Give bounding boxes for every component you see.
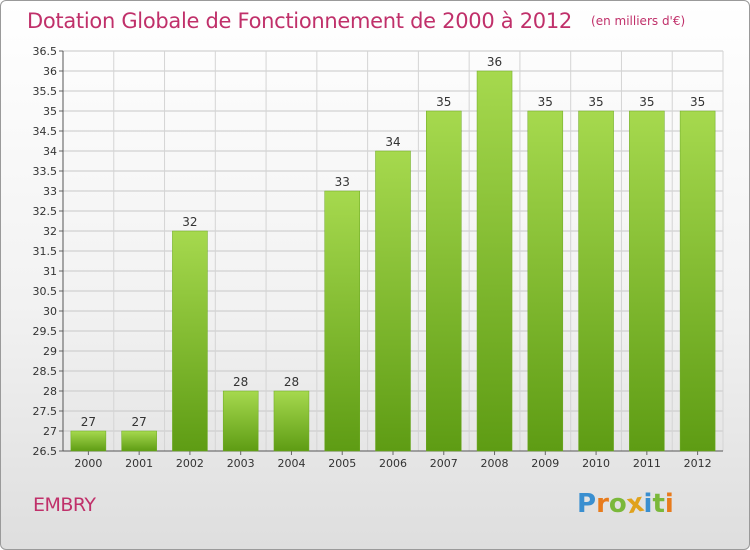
title-block: Dotation Globale de Fonctionnement de 20…: [27, 9, 685, 33]
x-tick-label: 2008: [481, 457, 509, 470]
bar-value-label: 35: [690, 95, 705, 109]
logo-letter: i: [643, 489, 653, 519]
x-tick-label: 2006: [379, 457, 407, 470]
bar-2011: [629, 110, 665, 452]
y-tick-label: 27: [43, 425, 57, 438]
y-tick-label: 28: [43, 385, 57, 398]
bar-value-label: 35: [588, 95, 603, 109]
chart-subtitle: (en milliers d'€): [591, 14, 686, 28]
y-tick-label: 36.5: [33, 45, 58, 58]
bar-2004: [273, 390, 310, 452]
bar-2007: [426, 110, 462, 452]
x-tick-label: 2003: [227, 457, 255, 470]
logo-letter: i: [664, 489, 674, 519]
x-tick-label: 2007: [430, 457, 458, 470]
logo-letter: r: [596, 489, 609, 519]
bar-value-label: 32: [182, 215, 197, 229]
logo-letter: o: [608, 489, 627, 519]
y-tick-label: 29.5: [33, 325, 58, 338]
bar-2008: [476, 70, 513, 452]
x-tick-label: 2012: [684, 457, 712, 470]
x-tick-label: 2002: [176, 457, 204, 470]
bar-value-label: 35: [538, 95, 553, 109]
y-tick-label: 35.5: [33, 85, 58, 98]
bar-value-label: 36: [487, 55, 502, 69]
y-tick-label: 29: [43, 345, 57, 358]
bar-2006: [375, 150, 411, 452]
y-tick-label: 27.5: [33, 405, 58, 418]
bar-value-label: 35: [639, 95, 654, 109]
bar-value-label: 27: [81, 415, 96, 429]
x-tick-label: 2001: [125, 457, 153, 470]
y-tick-label: 34: [43, 145, 57, 158]
bar-2012: [679, 110, 716, 452]
logo-letter: t: [652, 489, 665, 519]
bar-value-label: 34: [385, 135, 400, 149]
y-tick-label: 32: [43, 225, 57, 238]
bars: [70, 70, 716, 452]
y-tick-label: 33.5: [33, 165, 58, 178]
bar-2009: [527, 110, 564, 452]
y-tick-label: 33: [43, 185, 57, 198]
y-tick-label: 36: [43, 65, 57, 78]
x-tick-label: 2011: [633, 457, 661, 470]
logo-letter: P: [577, 489, 597, 519]
bar-2002: [172, 230, 208, 452]
x-tick-label: 2005: [328, 457, 356, 470]
x-tick-label: 2010: [582, 457, 610, 470]
proxiti-logo: Proxiti: [577, 488, 674, 520]
y-tick-label: 35: [43, 105, 57, 118]
x-tick-label: 2009: [531, 457, 559, 470]
chart-title: Dotation Globale de Fonctionnement de 20…: [27, 9, 572, 33]
y-tick-label: 28.5: [33, 365, 58, 378]
bar-2000: [70, 430, 107, 452]
bar-2005: [324, 190, 360, 452]
y-tick-label: 26.5: [33, 445, 58, 458]
labels: 26.5 27 27.5 28 28.5 29 29.5 30 30.5 31 31.5 32 32.5…: [33, 45, 712, 470]
y-tick-label: 30.5: [33, 285, 58, 298]
bar-value-label: 28: [284, 375, 299, 389]
y-tick-label: 31: [43, 265, 57, 278]
bar-value-label: 28: [233, 375, 248, 389]
bar-value-label: 33: [335, 175, 350, 189]
commune-name: EMBRY: [33, 494, 96, 516]
bar-2003: [222, 390, 259, 452]
bar-value-label: 35: [436, 95, 451, 109]
bar-2010: [578, 110, 614, 452]
bar-value-label: 27: [132, 415, 147, 429]
x-tick-label: 2004: [277, 457, 305, 470]
y-tick-label: 31.5: [33, 245, 58, 258]
y-tick-label: 30: [43, 305, 57, 318]
y-tick-label: 32.5: [33, 205, 58, 218]
y-tick-label: 34.5: [33, 125, 58, 138]
x-tick-label: 2000: [74, 457, 102, 470]
bar-2001: [121, 430, 157, 452]
